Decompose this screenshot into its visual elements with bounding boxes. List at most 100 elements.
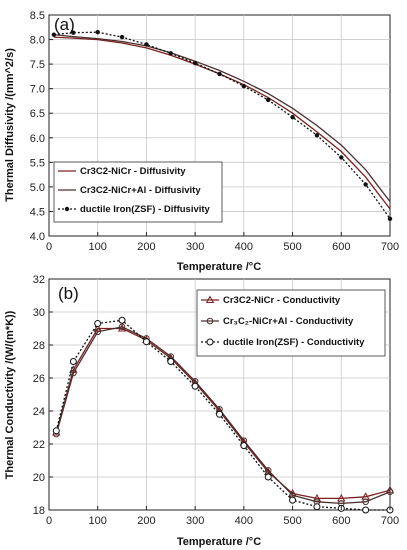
data-point-b-2 bbox=[94, 328, 102, 336]
panel-label-a: (a) bbox=[54, 15, 75, 34]
legend-box-a bbox=[53, 161, 223, 223]
data-point-a-3 bbox=[241, 84, 247, 89]
y-tick-label: 30 bbox=[33, 307, 45, 319]
x-axis-label-a: Temperature /°C bbox=[177, 261, 261, 273]
y-tick-label: 8.0 bbox=[30, 35, 45, 47]
data-point-b-3 bbox=[142, 338, 150, 346]
data-point-a-3 bbox=[119, 34, 125, 40]
data-point-a-3 bbox=[290, 114, 295, 120]
y-tick-label: 20 bbox=[33, 472, 45, 484]
x-axis-label-b: Temperature /°C bbox=[177, 536, 261, 548]
x-ticks-b: 0 100 200 300 400 500 600 700 bbox=[46, 506, 399, 527]
data-point-b-1 bbox=[93, 323, 102, 332]
y-tick-label: 26 bbox=[33, 373, 45, 385]
data-point-a-3 bbox=[192, 60, 198, 66]
legend-label: ductile Iron(ZSF) - Conductivity bbox=[223, 337, 365, 348]
series-group-a bbox=[51, 29, 393, 222]
legend-label: Cr₃C₂-NiCr+Al - Conductivity bbox=[223, 316, 354, 327]
data-point-a-3 bbox=[144, 42, 149, 47]
data-point-b-2 bbox=[264, 467, 272, 474]
y-tick-label: 4.5 bbox=[30, 206, 45, 218]
data-point-a-3 bbox=[168, 51, 173, 56]
data-point-a-3 bbox=[217, 71, 222, 77]
x-tick-label: 200 bbox=[137, 515, 155, 527]
y-ticks-b: 18 20 22 24 26 28 30 32 bbox=[33, 274, 53, 517]
data-point-a-3 bbox=[339, 155, 344, 160]
data-point-b-2 bbox=[386, 488, 394, 496]
y-axis-label-a: Thermal Diffusivity /(mm^2/s) bbox=[4, 48, 16, 202]
data-point-b-3 bbox=[94, 320, 102, 328]
x-tick-label: 200 bbox=[137, 241, 155, 253]
data-point-b-3 bbox=[240, 442, 248, 450]
y-axis-label-b: Thermal Conductivity /(W/(m*K)) bbox=[4, 310, 16, 479]
x-tick-label: 500 bbox=[283, 515, 301, 527]
data-point-b-3 bbox=[191, 382, 199, 390]
legend-marker bbox=[64, 206, 70, 212]
legend-b: Cr3C2-NiCr - Conductivity Cr₃C₂-NiCr+Al -… bbox=[196, 289, 386, 357]
x-tick-label: 500 bbox=[283, 241, 301, 253]
data-point-a-3 bbox=[387, 216, 393, 222]
y-tick-label: 4.0 bbox=[30, 231, 45, 243]
data-point-b-1 bbox=[312, 493, 322, 502]
y-tick-label: 7.5 bbox=[30, 59, 45, 71]
legend-marker bbox=[206, 338, 214, 346]
series-group-b bbox=[52, 316, 395, 514]
data-point-b-2 bbox=[118, 323, 126, 331]
x-tick-label: 400 bbox=[235, 515, 253, 527]
y-tick-label: 7.0 bbox=[30, 84, 45, 96]
x-tick-label: 600 bbox=[332, 515, 350, 527]
data-point-b-2 bbox=[362, 498, 369, 506]
panel-label-b: (b) bbox=[58, 284, 79, 303]
chart-panel-a: 0 100 200 300 400 500 600 700 4.0 4.5 5.0 5.5 6.0 6.… bbox=[4, 10, 399, 273]
x-tick-label: 400 bbox=[235, 241, 253, 253]
data-point-b-3 bbox=[362, 506, 370, 514]
y-tick-label: 6.5 bbox=[30, 108, 45, 120]
x-tick-label: 300 bbox=[186, 241, 204, 253]
legend-box-b bbox=[196, 289, 386, 357]
x-tick-label: 0 bbox=[46, 241, 52, 253]
data-point-a-3 bbox=[266, 97, 271, 103]
data-point-b-3 bbox=[69, 358, 77, 365]
legend-label: Cr3C2-NiCr+Al - Diffusivity bbox=[80, 185, 201, 196]
y-tick-label: 5.5 bbox=[30, 157, 45, 169]
data-point-a-3 bbox=[71, 30, 76, 35]
x-tick-label: 300 bbox=[186, 515, 204, 527]
y-tick-label: 24 bbox=[33, 406, 45, 418]
legend-a: Cr3C2-NiCr - Diffusivity Cr3C2-NiCr+Al - … bbox=[53, 161, 223, 223]
y-tick-label: 22 bbox=[33, 439, 45, 451]
data-point-b-2 bbox=[70, 369, 77, 377]
data-point-b-3 bbox=[167, 358, 175, 365]
y-tick-label: 8.5 bbox=[30, 10, 45, 22]
data-point-a-3 bbox=[51, 32, 57, 37]
y-ticks-a: 4.0 4.5 5.0 5.5 6.0 6.5 7.0 7.5 8.0 8.5 bbox=[30, 10, 53, 243]
data-point-b-3 bbox=[52, 427, 60, 435]
y-tick-label: 18 bbox=[33, 505, 45, 517]
legend-label: ductile Iron(ZSF) - Diffusivity bbox=[80, 204, 211, 215]
x-ticks-a: 0 100 200 300 400 500 600 700 bbox=[46, 232, 399, 253]
x-tick-label: 700 bbox=[381, 241, 399, 253]
legend-label: Cr3C2-NiCr - Diffusivity bbox=[80, 166, 186, 177]
data-point-b-3 bbox=[289, 496, 297, 504]
data-point-b-3 bbox=[313, 503, 321, 511]
y-tick-label: 28 bbox=[33, 340, 45, 352]
data-point-b-3 bbox=[216, 410, 223, 418]
chart-panel-b: 0 100 200 300 400 500 600 700 1820222426283032 … bbox=[4, 274, 399, 548]
x-tick-label: 600 bbox=[332, 241, 350, 253]
series-line-a-2 bbox=[53, 33, 391, 202]
data-point-b-3 bbox=[118, 316, 126, 324]
y-tick-label: 5.0 bbox=[30, 182, 45, 194]
x-tick-label: 0 bbox=[46, 515, 52, 527]
legend-marker bbox=[205, 295, 215, 303]
x-tick-label: 100 bbox=[89, 241, 107, 253]
data-point-a-3 bbox=[95, 29, 100, 35]
series-line-b-2 bbox=[55, 326, 391, 505]
x-tick-label: 100 bbox=[89, 515, 107, 527]
data-point-a-3 bbox=[314, 133, 320, 138]
x-tick-label: 700 bbox=[381, 515, 399, 527]
data-point-b-3 bbox=[264, 473, 272, 481]
legend-label: Cr3C2-NiCr - Conductivity bbox=[223, 295, 341, 306]
legend-marker bbox=[206, 317, 214, 325]
y-tick-label: 6.0 bbox=[30, 133, 45, 145]
data-point-a-3 bbox=[363, 182, 368, 187]
